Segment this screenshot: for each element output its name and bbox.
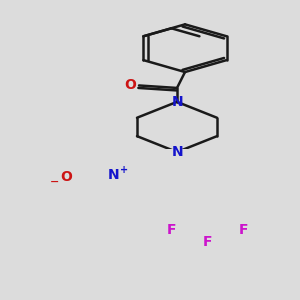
Text: +: + — [120, 165, 128, 175]
Text: −: − — [50, 177, 59, 187]
Text: N: N — [172, 145, 184, 159]
Text: O: O — [60, 170, 72, 184]
Text: F: F — [238, 223, 248, 237]
Text: F: F — [202, 235, 212, 249]
Text: N: N — [107, 167, 119, 182]
Text: F: F — [166, 223, 176, 237]
Text: N: N — [172, 95, 184, 109]
Text: O: O — [124, 78, 136, 92]
